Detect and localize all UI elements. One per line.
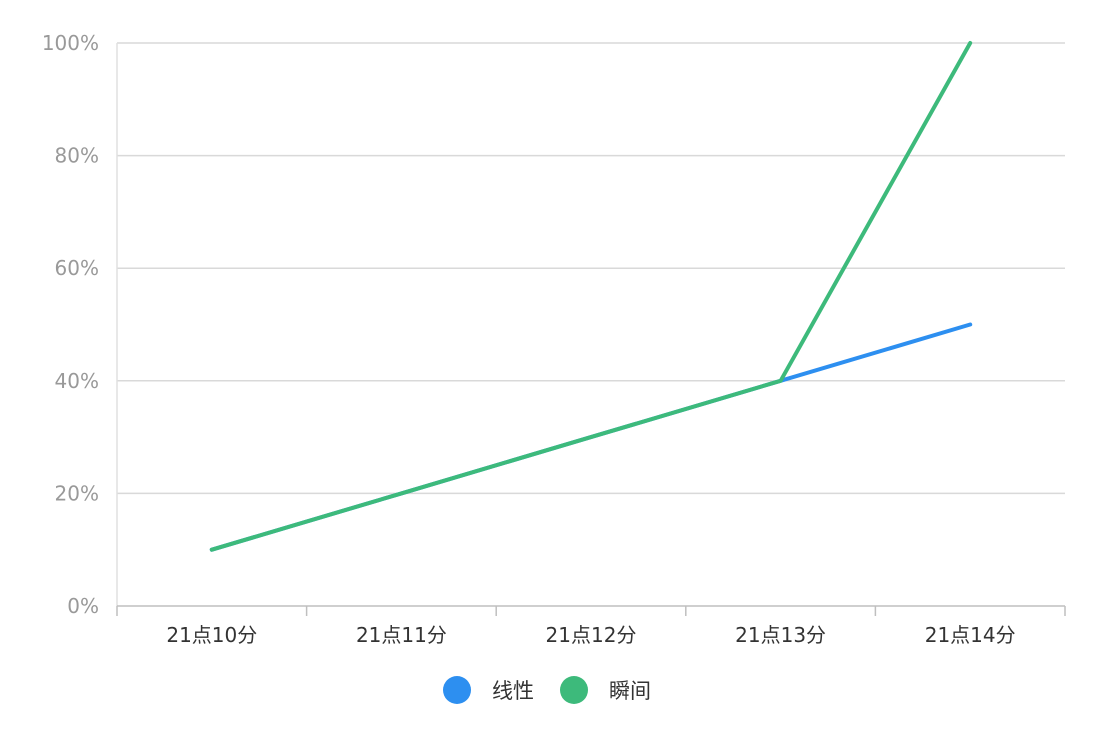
x-tick-label: 21点12分 [546,623,637,647]
legend-label: 瞬间 [609,679,651,703]
legend-item-1[interactable]: 瞬间 [560,676,651,704]
series-line-1 [209,41,973,552]
legend-marker-icon [560,676,588,704]
legend-item-0[interactable]: 线性 [443,676,534,704]
series-lines [209,41,973,552]
legend-marker-icon [443,676,471,704]
grid-lines [117,42,1065,495]
y-axis-tick-labels: 0% 20% 40% 60% 80% 100% [42,31,99,618]
x-tick-label: 21点11分 [356,623,447,647]
x-axis-tick-labels: 21点10分 21点11分 21点12分 21点13分 21点14分 [166,623,1015,647]
y-tick-label: 100% [42,31,99,55]
x-axis [116,43,1066,616]
y-tick-label: 20% [55,481,99,505]
x-tick-label: 21点14分 [925,623,1016,647]
y-tick-label: 40% [55,369,99,393]
legend-label: 线性 [492,679,534,703]
y-tick-label: 60% [55,256,99,280]
x-tick-label: 21点13分 [735,623,826,647]
y-tick-label: 80% [55,144,99,168]
x-tick-label: 21点10分 [166,623,257,647]
y-tick-label: 0% [67,594,99,618]
legend[interactable]: 线性 瞬间 [443,676,651,704]
